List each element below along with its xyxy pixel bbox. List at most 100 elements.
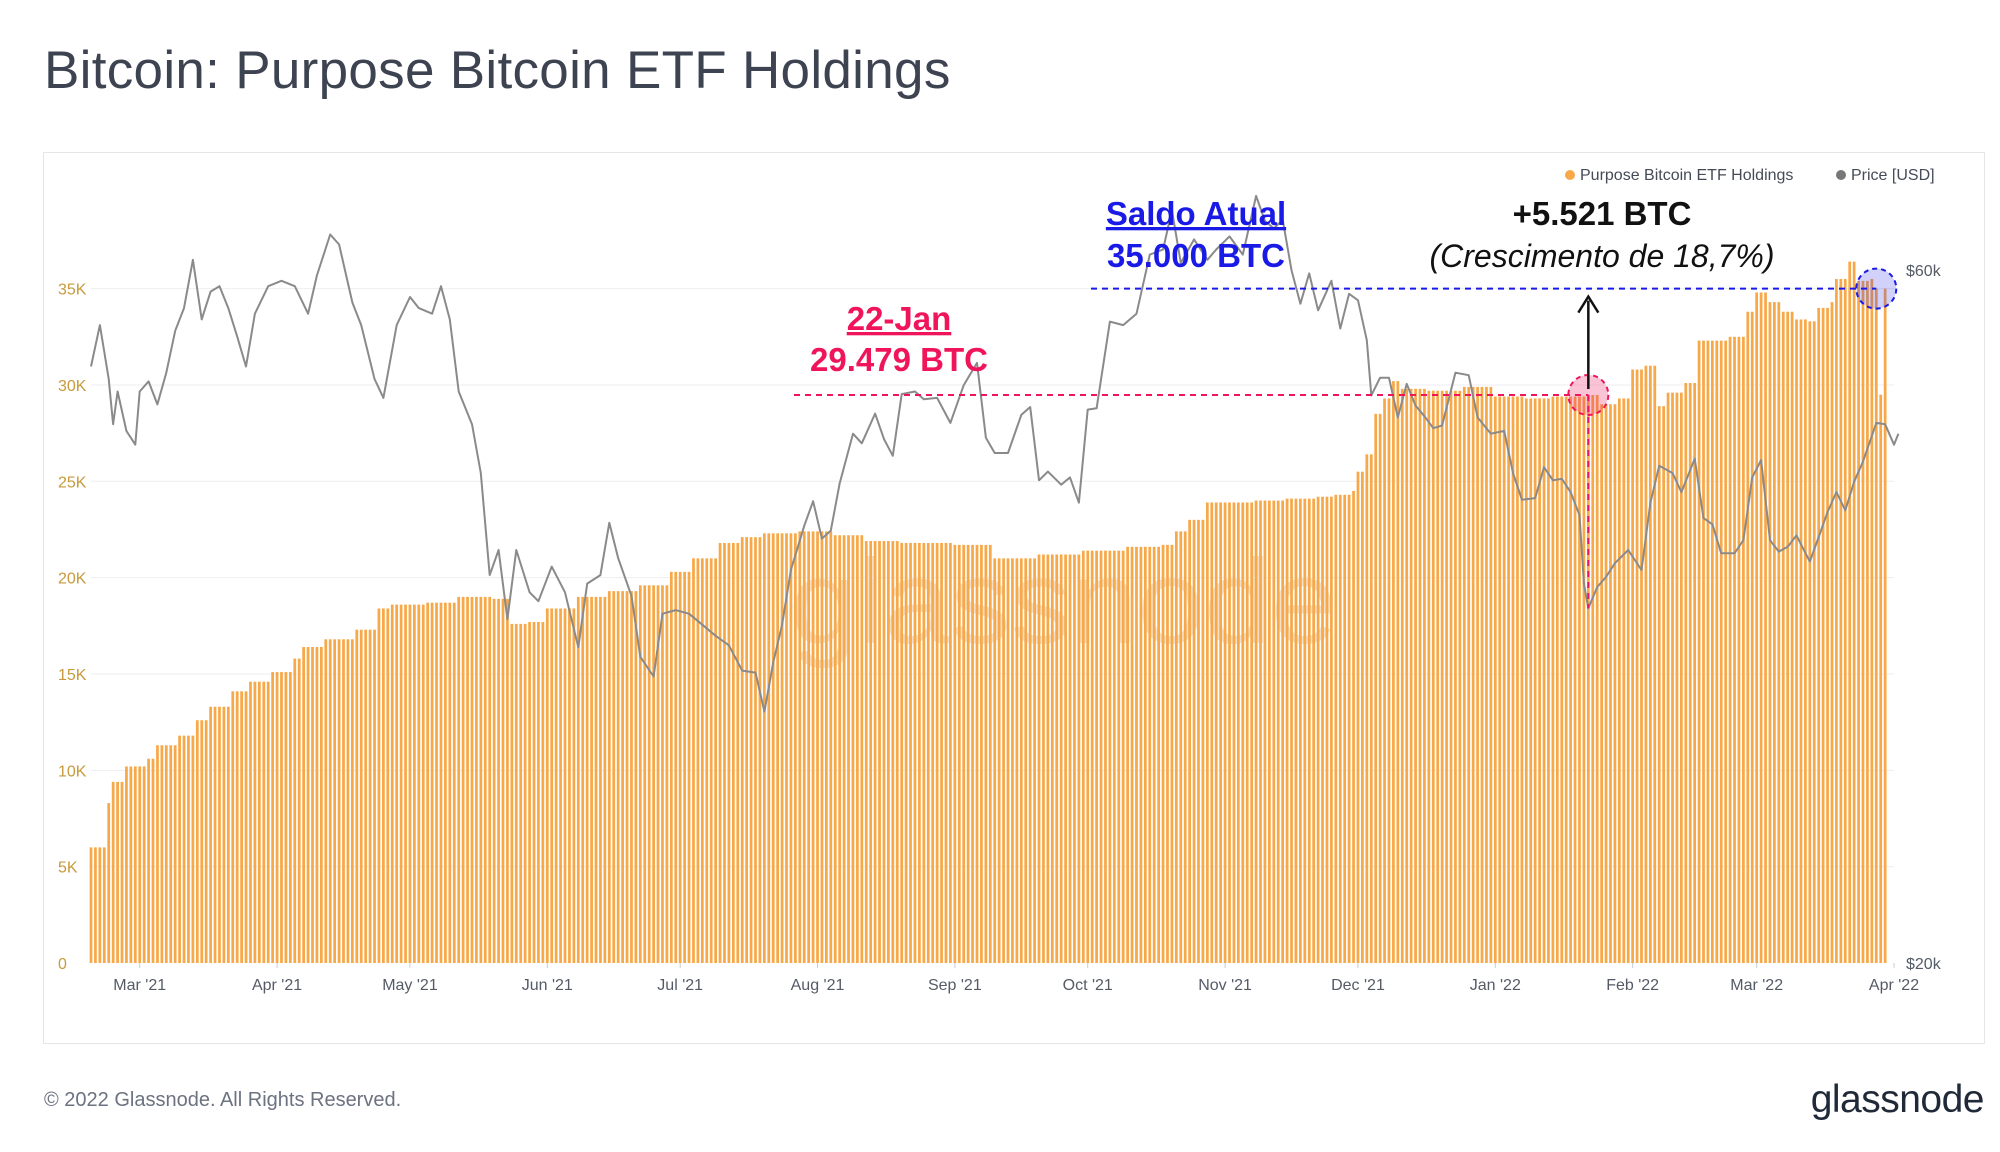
holdings-bar: [337, 639, 341, 963]
holdings-bar: [1617, 398, 1621, 963]
holdings-bar: [195, 720, 199, 963]
holdings-bar: [514, 623, 518, 963]
holdings-bar: [528, 621, 531, 963]
holdings-bar: [1250, 502, 1254, 963]
holdings-bar: [1755, 292, 1759, 964]
holdings-bar: [594, 596, 598, 963]
holdings-bar: [519, 623, 523, 963]
holdings-bar: [1520, 396, 1524, 963]
holdings-bar: [953, 544, 957, 963]
holdings-bar: [350, 639, 354, 963]
holdings-bar: [1219, 502, 1223, 963]
holdings-bar: [107, 803, 111, 963]
annotation-labels: 22-Jan 29.479 BTC Saldo Atual 35.000 BTC…: [810, 195, 1774, 378]
holdings-bar: [218, 706, 221, 963]
holdings-bar: [182, 735, 186, 963]
price-tick-label: $20k: [1906, 956, 1942, 973]
holdings-bar: [1396, 381, 1400, 964]
holdings-bar: [209, 706, 212, 963]
holdings-bar: [1095, 550, 1098, 963]
holdings-bar: [1303, 498, 1307, 963]
holdings-bar: [661, 585, 664, 963]
holdings-bar: [1710, 340, 1714, 963]
holdings-bar: [572, 608, 576, 963]
holdings-bar: [1285, 498, 1289, 963]
holdings-bar: [882, 541, 886, 963]
holdings-bar: [1671, 392, 1674, 963]
holdings-bar: [1024, 558, 1028, 963]
holdings-bar: [470, 596, 474, 963]
holdings-bar: [1352, 490, 1355, 963]
holdings-bar: [944, 542, 948, 963]
holdings-bar: [816, 531, 819, 963]
holdings-bar: [1245, 502, 1249, 963]
chart-panel: glassnode 0 5K 10K 15K 20K 25K 30K 35K $20k $60k…: [43, 152, 1985, 1044]
holdings-bar: [802, 531, 806, 963]
holdings-bar: [754, 537, 757, 963]
x-tick-label: Sep '21: [928, 977, 982, 994]
holdings-bar: [1316, 496, 1320, 963]
holdings-bar: [984, 544, 988, 963]
holdings-bar: [133, 766, 137, 963]
holdings-bar: [842, 535, 846, 963]
holdings-bar: [727, 542, 731, 963]
holdings-bar: [1542, 398, 1546, 963]
holdings-bar: [838, 535, 842, 963]
holdings-bar: [1068, 554, 1072, 963]
annotation-jan-date: 22-Jan: [847, 300, 952, 337]
holdings-bar: [643, 585, 647, 963]
holdings-bar: [767, 533, 771, 963]
holdings-bar: [793, 533, 797, 963]
holdings-bar: [1307, 498, 1311, 963]
holdings-bar: [226, 706, 230, 963]
holdings-bar: [590, 596, 593, 963]
holdings-bar: [1662, 406, 1666, 963]
holdings-bar: [173, 745, 177, 963]
holdings-bar: [1724, 340, 1728, 963]
holdings-bar: [1214, 502, 1218, 963]
holdings-bar: [1414, 388, 1417, 963]
holdings-bar: [971, 544, 974, 963]
holdings-bar: [887, 541, 890, 963]
holdings-bar: [102, 847, 106, 963]
holdings-bar: [1529, 398, 1533, 963]
holdings-bar: [382, 608, 385, 963]
holdings-bar: [324, 639, 328, 963]
holdings-bar: [1197, 519, 1200, 963]
holdings-bar: [368, 629, 372, 963]
holdings-bar: [780, 533, 784, 963]
holdings-bar: [851, 535, 855, 963]
holdings-bar: [1081, 550, 1085, 963]
holdings-bar: [749, 537, 753, 963]
holdings-bar: [421, 604, 425, 963]
holdings-bar: [461, 596, 465, 963]
holdings-bar: [426, 602, 430, 963]
holdings-bar: [1817, 307, 1821, 963]
holdings-bar: [1454, 390, 1457, 963]
holdings-bar: [342, 639, 345, 963]
holdings-bar: [1241, 502, 1245, 963]
holdings-bar: [678, 571, 682, 963]
holdings-bar: [377, 608, 381, 963]
holdings-bar: [825, 531, 828, 963]
holdings-bar: [359, 629, 363, 963]
holdings-bar: [311, 647, 314, 963]
holdings-bar: [1675, 392, 1679, 963]
holdings-bar: [1431, 390, 1435, 963]
holdings-bar: [700, 558, 704, 963]
holdings-bar: [1236, 502, 1240, 963]
holdings-bar: [1786, 311, 1790, 963]
holdings-bar: [240, 691, 243, 963]
holdings-bar: [510, 623, 514, 963]
holdings-bar: [271, 672, 275, 963]
holdings-bar: [758, 537, 762, 963]
holdings-bar: [1427, 390, 1431, 963]
holdings-bar: [417, 604, 421, 963]
x-tick-label: May '21: [382, 977, 438, 994]
holdings-bar: [1573, 396, 1577, 963]
x-tick-label: Jul '21: [657, 977, 703, 994]
holdings-bar: [1737, 336, 1741, 963]
holdings-bar: [1019, 558, 1023, 963]
holdings-bar: [1228, 502, 1231, 963]
holdings-bar: [1640, 369, 1643, 963]
